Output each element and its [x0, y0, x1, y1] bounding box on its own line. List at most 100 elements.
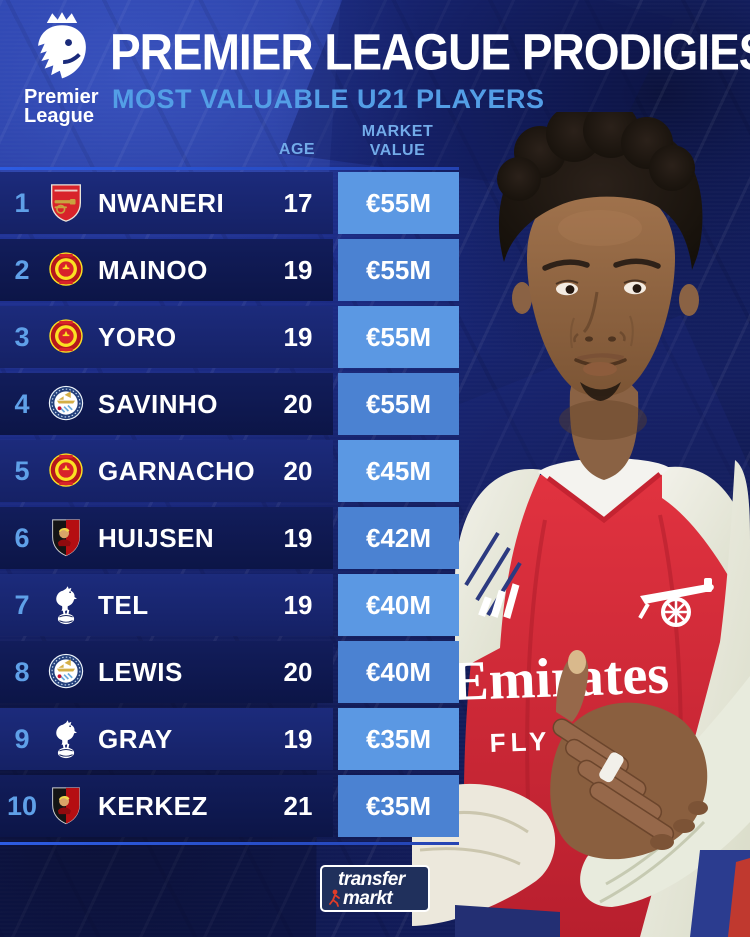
market-value: €55M — [338, 239, 459, 301]
footballer-icon — [329, 889, 340, 907]
rank-number: 8 — [14, 656, 30, 687]
rank-number: 3 — [14, 321, 30, 352]
market-value-header-line2: VALUE — [369, 142, 426, 160]
player-name: LEWIS — [98, 656, 183, 687]
bournemouth-badge-icon — [44, 517, 88, 559]
market-value: €42M — [338, 507, 459, 569]
mancity-badge-icon — [44, 651, 88, 693]
table-row: 9 GRAY 19 €35M — [0, 708, 459, 770]
table-row: 10 KERKEZ 21 €35M — [0, 775, 459, 837]
rank-number: 4 — [14, 388, 30, 419]
table-row-main: 2 MAINOO 19 — [0, 239, 333, 301]
market-value: €40M — [338, 641, 459, 703]
table-row: 7 TEL 19 €40M — [0, 574, 459, 636]
arsenal-cannon-icon — [638, 578, 714, 627]
player-age: 19 — [283, 522, 313, 553]
table-row-main: 3 YORO 19 — [0, 306, 333, 368]
manutd-badge-icon — [44, 316, 88, 358]
transfermarkt-line2: markt — [343, 887, 393, 909]
bournemouth-badge-icon — [44, 785, 88, 827]
table-top-divider — [0, 167, 459, 170]
table-row-main: 7 TEL 19 — [0, 574, 333, 636]
player-name: HUIJSEN — [98, 522, 215, 553]
chin-beard — [580, 382, 621, 401]
face — [527, 186, 675, 397]
player-name: GARNACHO — [98, 455, 256, 486]
table-row-main: 1 NWANERI 17 — [0, 172, 333, 234]
table-row: 4 SAVINHO 20 €55M — [0, 373, 459, 435]
market-value: €45M — [338, 440, 459, 502]
collar — [538, 458, 670, 522]
market-value-header-line1: MARKET — [361, 123, 434, 140]
table-row: 1 NWANERI 17 €55M — [0, 172, 459, 234]
page-title: PREMIER LEAGUE PRODIGIES — [110, 23, 750, 81]
market-value: €40M — [338, 574, 459, 636]
player-age: 19 — [283, 321, 313, 352]
ear — [679, 284, 699, 316]
player-name: MAINOO — [98, 254, 208, 285]
pl-wordmark-line2: League — [24, 105, 95, 127]
player-name: KERKEZ — [98, 790, 208, 821]
rank-number: 10 — [6, 790, 38, 821]
market-value: €55M — [338, 172, 459, 234]
table-row: 8 LEWIS 20 €40M — [0, 641, 459, 703]
table-row: 2 MAINOO 19 €55M — [0, 239, 459, 301]
player-name: SAVINHO — [98, 388, 219, 419]
player-name: GRAY — [98, 723, 173, 754]
manutd-badge-icon — [44, 450, 88, 492]
market-value: €55M — [338, 306, 459, 368]
rank-number: 5 — [14, 455, 30, 486]
player-age: 20 — [283, 455, 313, 486]
shoulder-stripes — [464, 531, 522, 617]
player-age: 19 — [283, 723, 313, 754]
rank-number: 1 — [14, 187, 30, 218]
arsenal-badge-icon — [44, 182, 88, 224]
rank-number: 7 — [14, 589, 30, 620]
player-age: 19 — [283, 254, 313, 285]
premier-league-lion-icon — [38, 12, 86, 79]
table-row: 6 HUIJSEN 19 €42M — [0, 507, 459, 569]
table-row-main: 5 GARNACHO 20 — [0, 440, 333, 502]
pl-wordmark-line1: Premier — [24, 86, 99, 108]
market-value: €55M — [338, 373, 459, 435]
ranking-table: 1 NWANERI 17 €55M 2 MAINOO 19 €55M 3 YOR… — [0, 172, 459, 837]
transfermarkt-line1: transfer — [338, 868, 405, 890]
table-row-main: 10 KERKEZ 21 — [0, 775, 333, 837]
player-hands — [550, 650, 708, 860]
rank-number: 2 — [14, 254, 30, 285]
left-shoulder-panel — [455, 469, 542, 672]
neck — [569, 372, 639, 480]
mancity-badge-icon — [44, 383, 88, 425]
ear — [512, 282, 532, 314]
player-age: 20 — [283, 388, 313, 419]
face-features — [542, 258, 661, 401]
rank-number: 6 — [14, 522, 30, 553]
transfermarkt-logo: transfer markt — [320, 865, 430, 912]
player-age: 21 — [283, 790, 313, 821]
table-row-main: 9 GRAY 19 — [0, 708, 333, 770]
rank-number: 9 — [14, 723, 30, 754]
table-row: 5 GARNACHO 20 €45M — [0, 440, 459, 502]
table-row-main: 6 HUIJSEN 19 — [0, 507, 333, 569]
page-subtitle: MOST VALUABLE U21 PLAYERS — [112, 84, 545, 114]
player-age: 19 — [283, 589, 313, 620]
right-shoulder-panel — [662, 466, 750, 615]
table-bottom-divider — [0, 842, 459, 845]
player-age: 17 — [283, 187, 313, 218]
table-row: 3 YORO 19 €55M — [0, 306, 459, 368]
adidas-logo-icon — [478, 583, 520, 619]
spurs-badge-icon — [44, 718, 88, 760]
table-row-main: 8 LEWIS 20 — [0, 641, 333, 703]
player-head — [497, 112, 703, 480]
market-value: €35M — [338, 708, 459, 770]
table-row-main: 4 SAVINHO 20 — [0, 373, 333, 435]
player-name: YORO — [98, 321, 177, 352]
age-column-header: AGE — [278, 141, 316, 158]
spurs-badge-icon — [44, 584, 88, 626]
player-hair — [497, 112, 703, 270]
player-age: 20 — [283, 656, 313, 687]
market-value-column-header: MARKET VALUE — [337, 122, 458, 160]
market-value: €35M — [338, 775, 459, 837]
player-name: NWANERI — [98, 187, 225, 218]
